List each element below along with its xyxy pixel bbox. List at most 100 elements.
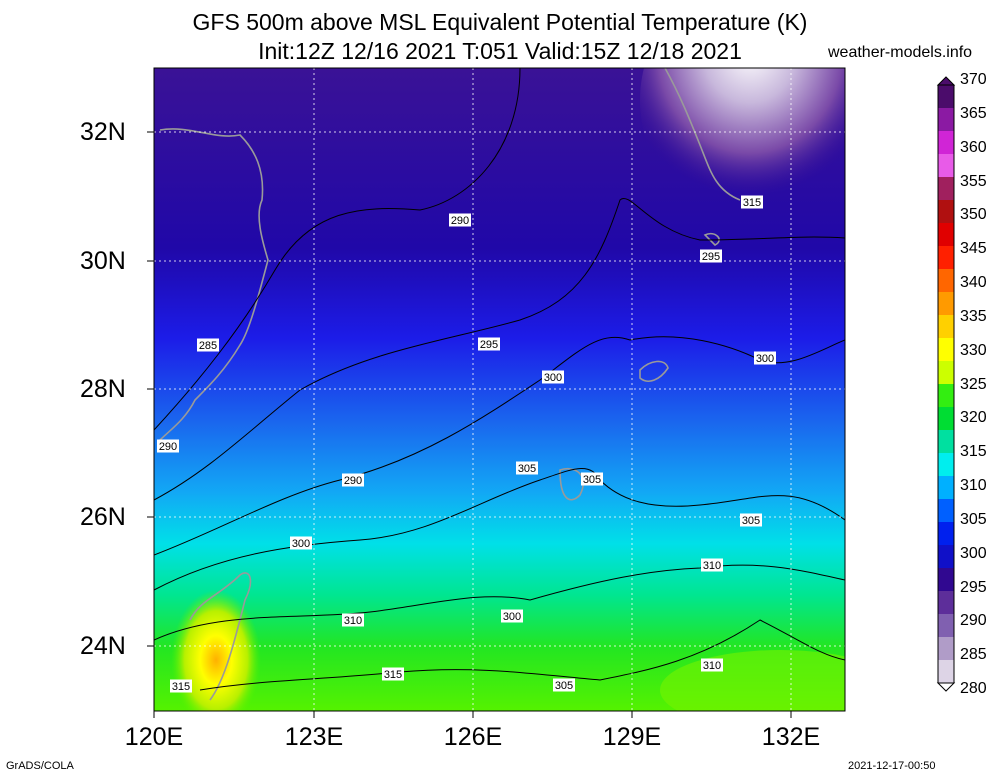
contour-label: 310 (703, 660, 721, 672)
contour-label: 300 (756, 353, 774, 365)
lat-label-26n: 26N (80, 503, 126, 531)
contour-label-box (197, 338, 219, 352)
colorbar-swatch (938, 660, 954, 684)
contour-label-box (701, 558, 723, 572)
grid-lines (154, 68, 845, 711)
colorbar-swatch (938, 361, 954, 385)
contour-label: 305 (518, 463, 536, 475)
contour-label: 295 (480, 339, 498, 351)
contour-label-box (290, 536, 312, 550)
contour-label: 300 (503, 611, 521, 623)
contour-label-box (382, 667, 404, 681)
colorbar-swatch (938, 108, 954, 132)
colorbar-swatch (938, 223, 954, 247)
colorbar-bottom-arrow (936, 682, 956, 692)
contour-label: 290 (344, 475, 362, 487)
contour-label: 310 (703, 560, 721, 572)
colorbar-swatch (938, 177, 954, 201)
contour-label-box (516, 461, 538, 475)
colorbar-swatch (938, 200, 954, 224)
colorbar-swatch (938, 384, 954, 408)
colorbar-label: 365 (960, 104, 987, 122)
colorbar-label: 280 (960, 680, 987, 697)
colorbar-label: 300 (960, 544, 987, 562)
contour-label-box (581, 472, 603, 486)
colorbar-label: 350 (960, 206, 987, 224)
contour-label: 305 (583, 474, 601, 486)
colorbar-label: 315 (960, 443, 987, 461)
colorbar-swatch (938, 315, 954, 339)
colorbar-label: 325 (960, 375, 987, 393)
contour-label: 315 (743, 197, 761, 209)
contour-label-box (501, 609, 523, 623)
colorbar-swatch (938, 131, 954, 155)
contour-label-box (740, 513, 762, 527)
colorbar-label: 295 (960, 578, 987, 596)
colorbar-label: 290 (960, 612, 987, 630)
lon-label-123e: 123E (284, 723, 344, 751)
map-subtitle: Init:12Z 12/16 2021 T:051 Valid:15Z 12/1… (258, 38, 742, 64)
contour-label-box (542, 370, 564, 384)
footer-timestamp: 2021-12-17-00:50 (848, 760, 936, 772)
contour-label: 295 (702, 251, 720, 263)
colorbar-swatch (938, 292, 954, 316)
lat-label-28n: 28N (80, 375, 126, 403)
contour-label: 290 (451, 215, 469, 227)
colorbar-swatch (938, 522, 954, 546)
contour-label: 305 (555, 680, 573, 692)
lat-label-30n: 30N (80, 247, 126, 275)
lon-label-120e: 120E (124, 723, 184, 751)
colorbar-label: 335 (960, 307, 987, 325)
colorbar-label: 370 (960, 71, 987, 88)
coastlines (159, 68, 741, 701)
colorbar-swatch (938, 246, 954, 270)
colorbar-swatch (938, 338, 954, 362)
contour-label: 300 (544, 372, 562, 384)
colorbar (936, 76, 956, 692)
contour-label-box (700, 249, 722, 263)
contour-label-box (342, 613, 364, 627)
colorbar-swatch (938, 85, 954, 109)
contour-label-box (157, 439, 179, 453)
colorbar-swatch (938, 591, 954, 615)
contour-label: 300 (292, 538, 310, 550)
colorbar-swatch (938, 476, 954, 500)
colorbar-label: 305 (960, 510, 987, 528)
contour-label-box (170, 679, 192, 693)
colorbar-label: 320 (960, 409, 987, 427)
colorbar-swatch (938, 430, 954, 454)
field-shading (154, 68, 845, 711)
colorbar-swatch (938, 568, 954, 592)
map-title: GFS 500m above MSL Equivalent Potential … (192, 9, 808, 35)
colorbar-swatch (938, 637, 954, 661)
axis-ticks (147, 131, 792, 718)
colorbar-swatch (938, 545, 954, 569)
lon-label-129e: 129E (602, 723, 662, 751)
contour-label: 290 (159, 441, 177, 453)
contour-label: 285 (199, 340, 217, 352)
colorbar-swatch (938, 499, 954, 523)
footer-credit: GrADS/COLA (6, 760, 74, 772)
colorbar-top-arrow (936, 76, 956, 86)
colorbar-label: 360 (960, 138, 987, 156)
contour-label-box (478, 337, 500, 351)
lat-label-24n: 24N (80, 632, 126, 660)
contour-labels: 290 295 300 305 310 315 285 290 295 300 305 310 315 2… (157, 195, 776, 693)
contour-label-box (741, 195, 763, 209)
site-credit: weather-models.info (828, 44, 973, 61)
contour-label-box (342, 473, 364, 487)
contour-label: 305 (742, 515, 760, 527)
colorbar-label: 345 (960, 240, 987, 258)
contour-label-box (449, 213, 471, 227)
colorbar-swatch (938, 614, 954, 638)
contour-label-box (553, 678, 575, 692)
lat-label-32n: 32N (80, 118, 126, 146)
colorbar-label: 285 (960, 646, 987, 664)
lon-label-126e: 126E (443, 723, 503, 751)
contour-label: 310 (344, 615, 362, 627)
colorbar-label: 330 (960, 341, 987, 359)
colorbar-swatch (938, 453, 954, 477)
contour-label-box (701, 658, 723, 672)
contour-label: 315 (172, 681, 190, 693)
